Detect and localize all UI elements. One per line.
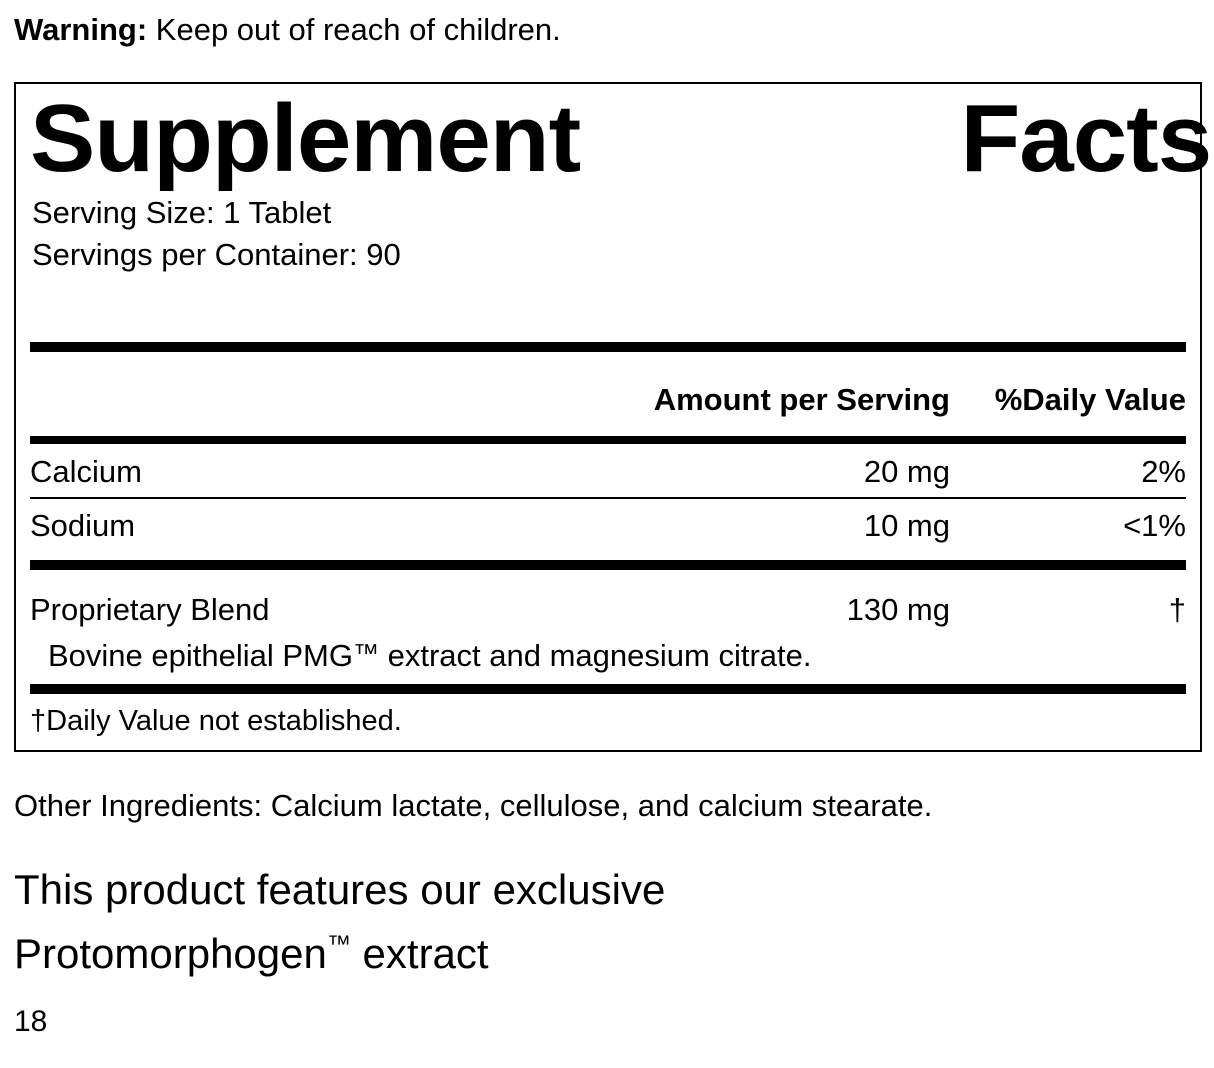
feature-statement: This product features our exclusive Prot… <box>14 862 1014 981</box>
nutrient-name: Proprietary Blend <box>30 592 270 627</box>
nutrient-daily-value: † <box>1168 592 1186 627</box>
feature-line-1: This product features our exclusive <box>14 866 666 913</box>
daily-value-footnote: †Daily Value not established. <box>30 705 402 737</box>
rule-below-header <box>30 436 1186 444</box>
warning-label: Warning: <box>14 12 148 47</box>
feature-line-2-post: extract <box>350 930 489 977</box>
serving-size: Serving Size: 1 Tablet <box>32 195 332 230</box>
table-row: Calcium 20 mg 2% <box>30 446 1186 498</box>
page-number: 18 <box>14 1005 48 1038</box>
warning-line: Warning: Keep out of reach of children. <box>14 10 1204 50</box>
blend-description-post: extract and magnesium citrate. <box>379 638 812 673</box>
rule-above-proprietary-blend <box>30 560 1186 570</box>
serving-information: Serving Size: 1 Tablet Servings per Cont… <box>32 192 1032 276</box>
table-row: Proprietary Blend 130 mg † <box>30 584 1186 636</box>
supplement-facts-panel: Supplement Facts Serving Size: 1 Tablet … <box>14 82 1212 752</box>
header-amount-per-serving: Amount per Serving <box>653 382 950 417</box>
nutrient-name: Sodium <box>30 508 136 543</box>
proprietary-blend-description: Bovine epithelial PMG™ extract and magne… <box>48 634 1186 675</box>
nutrient-name: Calcium <box>30 454 142 489</box>
rule-between-rows <box>30 497 1186 499</box>
nutrient-daily-value: <1% <box>1123 508 1186 543</box>
nutrient-amount: 20 mg <box>863 454 950 489</box>
other-ingredients-line: Other Ingredients: Calcium lactate, cell… <box>14 788 933 823</box>
trademark-icon: ™ <box>353 638 379 668</box>
nutrient-amount: 10 mg <box>863 508 950 543</box>
warning-text: Keep out of reach of children. <box>147 12 561 47</box>
table-header-row: Amount per Serving %Daily Value <box>30 374 1186 426</box>
supplement-facts-title-text: Supplement Facts <box>30 85 1212 192</box>
supplement-facts-title: Supplement Facts <box>30 90 1212 188</box>
header-daily-value: %Daily Value <box>994 382 1186 417</box>
feature-line-2: Protomorphogen™ extract <box>14 917 1014 981</box>
feature-line-2-pre: Protomorphogen <box>14 930 327 977</box>
servings-per-container: Servings per Container: 90 <box>32 237 401 272</box>
rule-below-blend <box>30 684 1186 694</box>
trademark-icon: ™ <box>326 931 351 958</box>
nutrient-daily-value: 2% <box>1141 454 1186 489</box>
rule-above-header <box>30 342 1186 352</box>
nutrient-amount: 130 mg <box>846 592 950 627</box>
blend-description-pre: Bovine epithelial PMG <box>48 638 353 673</box>
table-row: Sodium 10 mg <1% <box>30 500 1186 552</box>
